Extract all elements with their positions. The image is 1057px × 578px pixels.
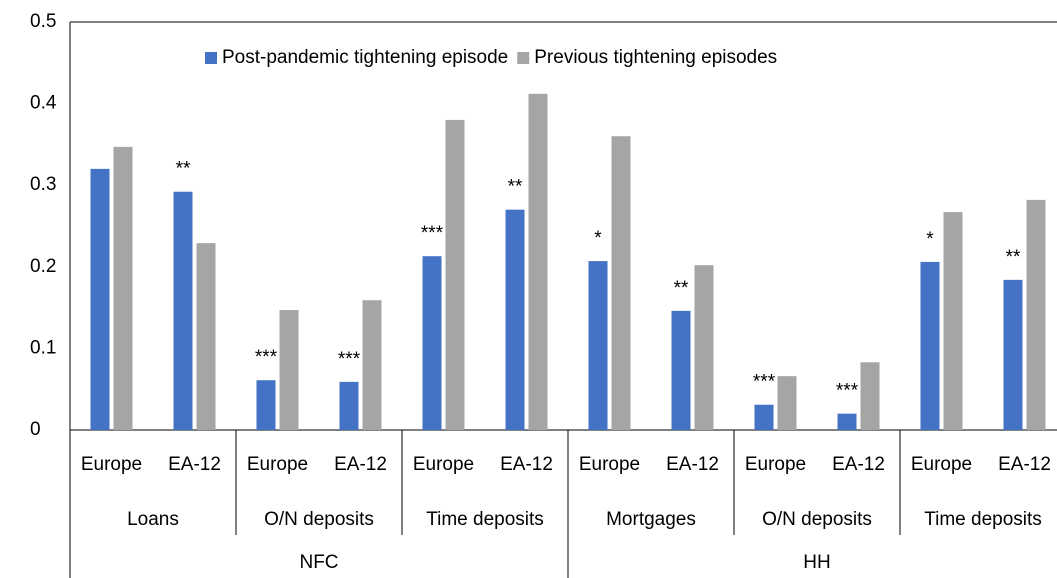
bar [671, 310, 691, 430]
x-tick-label: Europe [247, 454, 308, 475]
legend-label: Post-pandemic tightening episode [222, 47, 508, 68]
significance-label: * [594, 228, 602, 249]
x-tick-label: Europe [745, 454, 806, 475]
x-tick-label: Europe [579, 454, 640, 475]
bar [1003, 279, 1023, 430]
significance-label: *** [753, 372, 776, 393]
sector-label: NFC [299, 552, 338, 573]
bar [611, 136, 631, 431]
bar [339, 381, 359, 430]
significance-label: *** [421, 223, 444, 244]
category-group-label: Loans [127, 509, 179, 530]
bar [943, 212, 963, 430]
bar [860, 362, 880, 430]
bar [777, 376, 797, 430]
significance-label: *** [338, 349, 361, 370]
significance-label: *** [255, 347, 278, 368]
x-tick-label: EA-12 [998, 454, 1051, 475]
category-group-label: Mortgages [606, 509, 696, 530]
significance-label: * [926, 229, 934, 250]
significance-label: ** [1006, 247, 1021, 268]
significance-label: ** [674, 278, 689, 299]
bar [505, 209, 525, 430]
x-tick-label: Europe [911, 454, 972, 475]
bar [694, 265, 714, 430]
y-tick-label: 0 [30, 419, 41, 440]
category-group-label: Time deposits [924, 509, 1042, 530]
y-tick-label: 0.5 [30, 11, 56, 32]
x-tick-label: EA-12 [832, 454, 885, 475]
x-tick-label: EA-12 [334, 454, 387, 475]
category-group-label: O/N deposits [762, 509, 872, 530]
bar [256, 380, 276, 430]
bar [528, 93, 548, 431]
sector-label: HH [803, 552, 830, 573]
bar [196, 243, 216, 430]
bar [588, 261, 608, 430]
significance-label: ** [508, 177, 523, 198]
legend-swatch [517, 52, 530, 64]
bar [362, 300, 382, 430]
x-tick-label: EA-12 [666, 454, 719, 475]
x-tick-label: EA-12 [168, 454, 221, 475]
category-group-label: Time deposits [426, 509, 544, 530]
bar [173, 191, 193, 430]
y-tick-label: 0.3 [30, 174, 56, 195]
y-tick-label: 0.4 [30, 93, 57, 114]
x-tick-label: Europe [81, 454, 142, 475]
legend-swatch [205, 52, 217, 64]
significance-label: ** [176, 159, 191, 180]
bar [754, 404, 774, 430]
legend-label: Previous tightening episodes [534, 47, 777, 68]
bar [113, 146, 133, 430]
y-tick-label: 0.1 [30, 337, 56, 358]
x-tick-label: EA-12 [500, 454, 553, 475]
bar [422, 256, 442, 430]
significance-label: *** [836, 381, 859, 402]
bar [90, 168, 110, 430]
category-group-label: O/N deposits [264, 509, 374, 530]
bar [1026, 199, 1046, 430]
bar [837, 413, 857, 430]
bar [920, 261, 940, 430]
y-tick-label: 0.2 [30, 256, 56, 277]
x-tick-label: Europe [413, 454, 474, 475]
bar [445, 119, 465, 431]
bar [279, 310, 299, 430]
